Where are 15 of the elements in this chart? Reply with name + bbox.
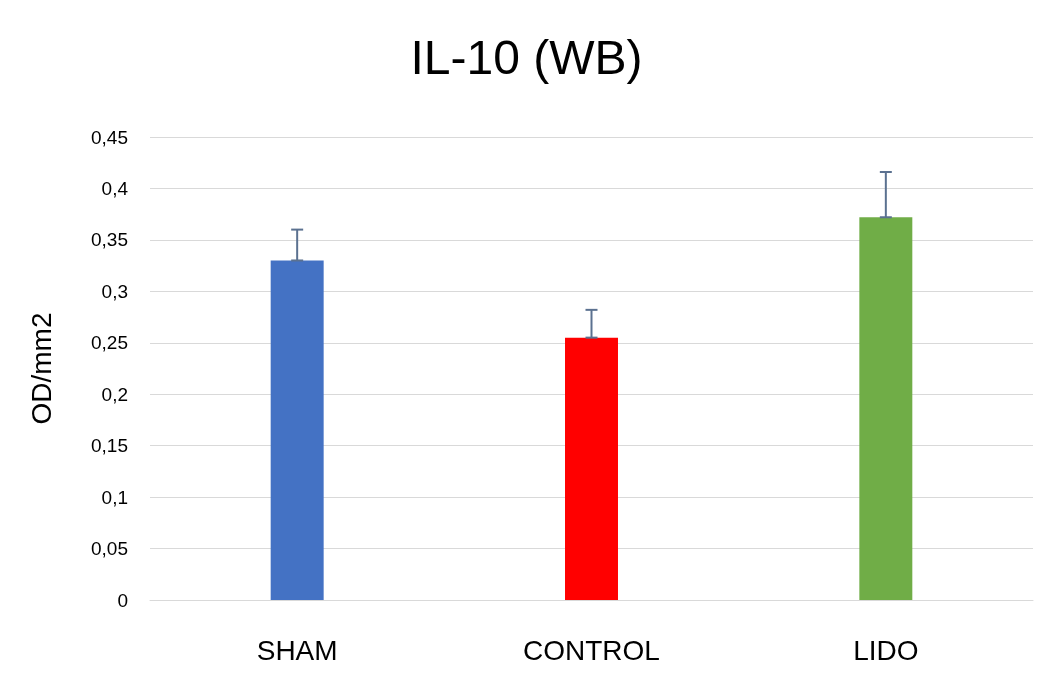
y-tick-label: 0,05 <box>91 538 128 560</box>
y-tick-label: 0,2 <box>101 383 128 405</box>
y-tick-label: 0,25 <box>91 332 128 354</box>
y-tick-label: 0,45 <box>91 126 128 148</box>
y-tick-label: 0,1 <box>101 486 128 508</box>
y-tick-label: 0,3 <box>101 280 128 302</box>
x-tick-label: CONTROL <box>523 634 660 666</box>
y-axis-title: OD/mm2 <box>25 312 57 425</box>
y-tick-label: 0,15 <box>91 435 128 457</box>
y-tick-label: 0 <box>117 589 128 611</box>
y-tick-label: 0,4 <box>101 177 129 199</box>
y-tick-label: 0,35 <box>91 229 128 251</box>
x-tick-label: SHAM <box>256 634 338 666</box>
x-tick-label: LIDO <box>853 634 919 666</box>
chart-title: IL-10 (WB) <box>410 30 643 84</box>
